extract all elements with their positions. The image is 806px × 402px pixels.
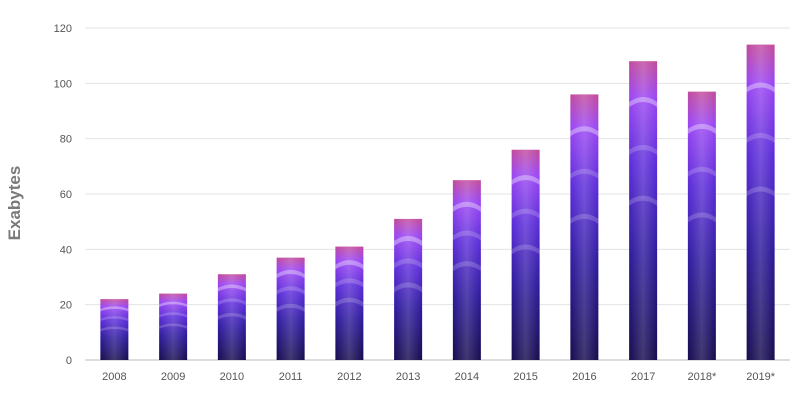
bar-sheen [394, 218, 423, 360]
x-tick-label: 2014 [455, 371, 479, 383]
bar-group [570, 94, 599, 361]
y-axis-label: Exabytes [5, 166, 24, 241]
x-tick-label: 2012 [337, 371, 361, 383]
y-tick-label: 0 [66, 355, 72, 367]
bar-highlight [746, 186, 775, 197]
bar-highlight [746, 82, 775, 93]
bar-highlight [687, 212, 716, 223]
bar-highlight [335, 260, 364, 270]
y-tick-label: 40 [60, 244, 72, 256]
bar-sheen [629, 61, 658, 360]
bar-highlight [687, 123, 716, 134]
bar-group [335, 246, 364, 360]
bar-group [629, 61, 658, 360]
bar-highlight [217, 298, 246, 306]
bar-highlight [100, 306, 129, 312]
bar-group [100, 299, 129, 360]
bar-highlight [100, 326, 129, 332]
y-tick-label: 100 [54, 78, 72, 90]
bar-group [687, 91, 716, 360]
bar-highlight [394, 258, 423, 269]
bars [100, 44, 775, 361]
y-tick-label: 20 [60, 300, 72, 312]
bar-sheen [511, 149, 540, 360]
bar-highlight [452, 230, 481, 241]
y-tick-label: 60 [60, 189, 72, 201]
bar-highlight [159, 301, 188, 307]
x-tick-label: 2015 [513, 371, 537, 383]
bar-highlight [335, 278, 364, 288]
bar-highlight [394, 282, 423, 293]
x-tick-label: 2010 [220, 371, 244, 383]
bar-group [276, 257, 305, 360]
bar-highlight [511, 174, 540, 185]
x-tick-label: 2009 [161, 371, 185, 383]
bar-sheen [335, 246, 364, 360]
bar-highlight [159, 323, 188, 329]
x-tick-label: 2017 [631, 371, 655, 383]
bar-highlight [570, 168, 599, 179]
bar-highlight [570, 126, 599, 137]
x-tick-label: 2008 [102, 371, 126, 383]
bar-group [746, 44, 775, 360]
bar-highlight [217, 284, 246, 292]
bar-highlight [511, 244, 540, 255]
bar-group [511, 149, 540, 360]
bar-sheen [276, 257, 305, 360]
x-tick-label: 2016 [572, 371, 596, 383]
x-tick-label: 2011 [279, 371, 303, 383]
bar-sheen [452, 180, 481, 360]
x-axis-ticks: 2008 2009 2010 2011 2012 2013 2014 2015 2016 2017… [102, 371, 776, 383]
bar-highlight [276, 286, 305, 295]
bar-sheen [687, 91, 716, 360]
bar-group [159, 293, 188, 360]
bar-highlight [217, 312, 246, 320]
gridlines [85, 27, 790, 361]
bar-sheen [159, 293, 188, 360]
y-axis-ticks: 0 20 40 60 80 100 120 [54, 23, 72, 367]
bar-highlight [276, 269, 305, 279]
bar-sheen [746, 44, 775, 360]
bar-highlight [746, 132, 775, 143]
bar-highlight [159, 312, 188, 318]
bar-highlight [394, 235, 423, 246]
bar-highlight [687, 166, 716, 177]
x-tick-label: 2019* [746, 371, 775, 383]
bar-highlight [452, 261, 481, 272]
bar-group [394, 218, 423, 360]
bar-highlight [629, 144, 658, 155]
y-tick-label: 80 [60, 134, 72, 146]
bar-group [217, 274, 246, 360]
bar-highlight [511, 208, 540, 219]
y-tick-label: 120 [54, 23, 72, 35]
bar-highlight [629, 195, 658, 206]
bar-sheen [217, 274, 246, 360]
x-tick-label: 2013 [396, 371, 420, 383]
bar-highlight [335, 297, 364, 307]
x-tick-label: 2018* [687, 371, 716, 383]
bar-highlight [452, 201, 481, 212]
bar-sheen [100, 299, 129, 360]
bar-highlight [629, 97, 658, 108]
bar-highlight [100, 316, 129, 322]
bar-highlight [276, 303, 305, 312]
bar-group [452, 180, 481, 360]
bar-highlight [570, 213, 599, 224]
bar-sheen [570, 94, 599, 361]
